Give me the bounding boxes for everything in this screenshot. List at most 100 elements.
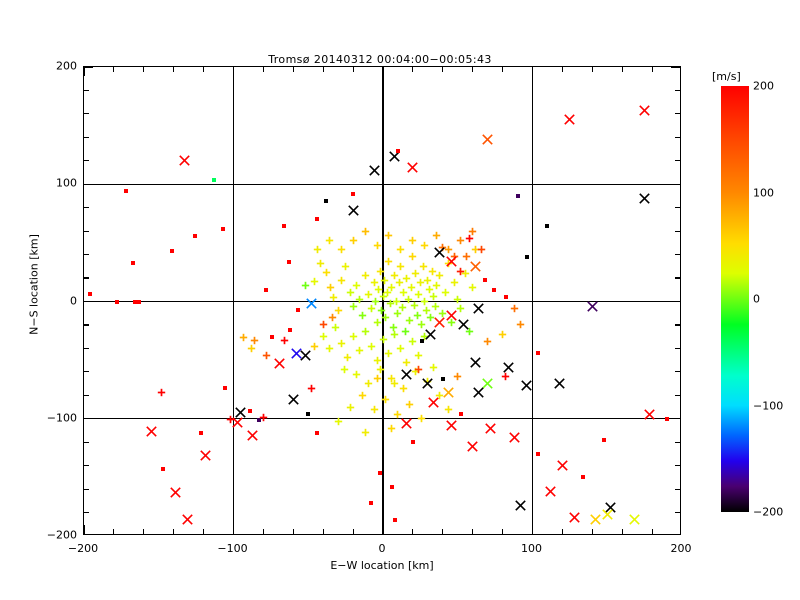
- x-tick-bottom: [502, 529, 504, 534]
- data-point-plus: [389, 323, 398, 332]
- data-point-plus: [414, 365, 423, 374]
- data-point-dot: [458, 412, 463, 417]
- data-point-plus: [432, 231, 441, 240]
- data-point-plus: [462, 252, 471, 261]
- data-point-plus: [396, 262, 405, 271]
- data-point-plus: [367, 304, 376, 313]
- data-point-plus: [483, 337, 492, 346]
- data-point-cross: [569, 511, 580, 523]
- data-point-plus: [301, 281, 310, 290]
- y-tick-left: [84, 324, 89, 326]
- data-point-plus: [343, 353, 352, 362]
- data-point-plus: [346, 403, 355, 412]
- data-point-plus: [396, 245, 405, 254]
- data-point-plus: [426, 313, 435, 322]
- data-point-plus: [349, 332, 358, 341]
- y-tick-right: [675, 465, 680, 467]
- data-point-dot: [482, 278, 487, 283]
- colorbar-tick-label: 0: [753, 292, 760, 306]
- data-point-plus: [408, 252, 417, 261]
- data-point-cross: [434, 246, 446, 258]
- data-point-plus: [393, 309, 402, 318]
- x-tick-top: [203, 67, 205, 72]
- y-tick-label: 0: [70, 294, 77, 307]
- data-point-cross: [604, 502, 616, 514]
- data-point-plus: [468, 227, 477, 236]
- x-tick-label: 200: [670, 542, 692, 555]
- data-point-plus: [401, 327, 410, 336]
- data-point-plus: [438, 309, 447, 318]
- data-point-plus: [423, 276, 432, 285]
- data-point-plus: [341, 262, 350, 271]
- data-point-cross: [291, 347, 302, 359]
- data-point-plus: [319, 332, 328, 341]
- x-tick-top: [621, 67, 623, 72]
- data-point-cross: [434, 317, 446, 328]
- data-point-plus: [316, 259, 325, 268]
- data-point-plus: [373, 356, 382, 365]
- data-point-plus: [373, 318, 382, 327]
- data-point-plus: [444, 245, 453, 254]
- data-point-plus: [414, 290, 423, 299]
- data-point-cross: [368, 164, 380, 176]
- x-tick-bottom: [561, 529, 563, 534]
- data-point-dot: [282, 224, 287, 229]
- data-point-plus: [402, 274, 411, 283]
- colorbar-tick-label: 200: [753, 79, 774, 93]
- data-point-plus: [396, 344, 405, 353]
- data-point-cross: [639, 105, 650, 116]
- gridline-horizontal: [84, 300, 680, 303]
- data-point-plus: [370, 278, 379, 287]
- y-tick-right: [675, 347, 680, 349]
- data-point-plus: [422, 306, 431, 315]
- data-point-dot: [395, 149, 400, 154]
- y-tick-right: [675, 441, 680, 443]
- data-point-dot: [602, 437, 607, 442]
- x-tick-bottom: [173, 529, 175, 534]
- data-point-plus: [337, 276, 346, 285]
- data-point-cross: [446, 256, 458, 267]
- data-point-cross: [169, 487, 181, 498]
- plot-area: [84, 67, 680, 534]
- data-point-plus: [408, 337, 417, 346]
- data-point-plus: [453, 372, 462, 381]
- x-tick-bottom: [382, 525, 384, 534]
- data-point-plus: [468, 283, 477, 292]
- data-point-dot: [389, 484, 394, 489]
- data-point-plus: [456, 267, 465, 276]
- x-tick-bottom: [292, 529, 294, 534]
- data-point-cross: [587, 300, 598, 312]
- data-point-plus: [349, 236, 358, 245]
- data-point-cross: [235, 407, 247, 419]
- x-tick-top: [143, 67, 145, 72]
- data-point-dot: [198, 430, 203, 435]
- x-tick-top: [472, 67, 474, 72]
- data-point-plus: [435, 391, 444, 400]
- x-tick-top: [502, 67, 504, 72]
- x-tick-top: [651, 67, 653, 72]
- data-point-cross: [247, 429, 259, 441]
- data-point-plus: [319, 320, 328, 329]
- x-tick-bottom: [531, 525, 534, 534]
- data-point-dot: [295, 307, 300, 312]
- data-point-dot: [419, 339, 424, 344]
- data-point-plus: [247, 344, 256, 353]
- y-tick-right: [675, 254, 680, 256]
- data-point-plus: [461, 269, 470, 278]
- data-point-cross: [274, 358, 286, 369]
- data-point-plus: [413, 311, 422, 320]
- data-point-plus: [250, 336, 259, 345]
- x-tick-top: [113, 67, 115, 72]
- data-point-plus: [395, 278, 404, 287]
- data-point-dot: [161, 467, 166, 472]
- y-tick-left: [84, 67, 93, 68]
- y-tick-right: [675, 277, 680, 279]
- data-point-plus: [239, 333, 248, 342]
- data-point-plus: [364, 290, 373, 299]
- y-tick-right: [675, 160, 680, 162]
- y-tick-left: [84, 230, 89, 232]
- data-point-plus: [322, 268, 331, 277]
- data-point-dot: [524, 254, 529, 259]
- data-point-plus: [465, 234, 474, 243]
- x-tick-top: [322, 67, 324, 72]
